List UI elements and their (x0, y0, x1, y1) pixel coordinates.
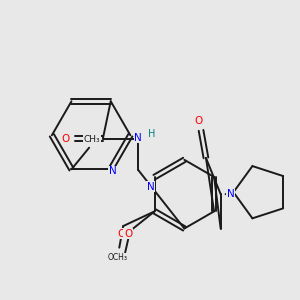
Text: O: O (194, 116, 202, 126)
Text: O: O (61, 134, 70, 144)
Text: O: O (124, 229, 132, 239)
Text: H: H (148, 129, 156, 139)
Text: OCH₃: OCH₃ (107, 253, 127, 262)
Text: CH₃: CH₃ (84, 135, 100, 144)
Text: N: N (109, 166, 117, 176)
Text: N: N (226, 189, 234, 199)
Text: N: N (147, 182, 154, 192)
Text: O: O (117, 229, 125, 239)
Text: N: N (134, 133, 142, 142)
